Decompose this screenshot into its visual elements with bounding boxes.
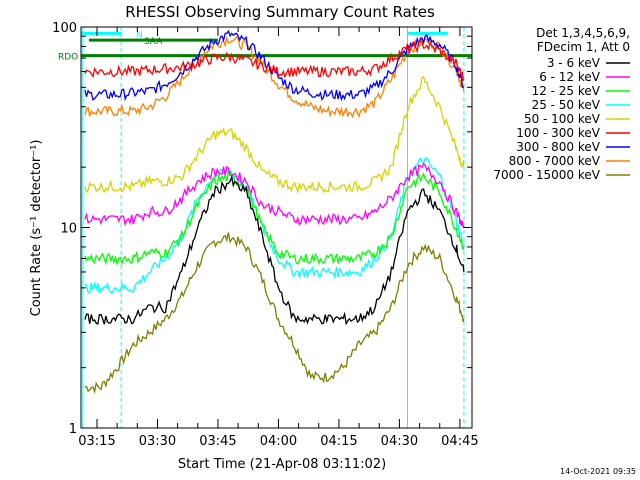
series-lines xyxy=(84,29,465,395)
legend-label: 50 - 100 keV xyxy=(524,112,601,126)
legend-label: 800 - 7000 keV xyxy=(509,154,601,168)
legend-label: 12 - 25 keV xyxy=(532,84,601,98)
info-line: FDecim 1, Att 0 xyxy=(537,40,630,54)
chart-title: RHESSI Observing Summary Count Rates xyxy=(125,3,435,21)
axes: 1 10 100 03:15 03:30 03:45 04:00 04:15 04:30 04:4… xyxy=(52,21,478,449)
x-tick-label: 03:15 xyxy=(78,434,115,449)
series-line xyxy=(84,175,465,326)
series-line xyxy=(84,76,465,195)
legend-label: 7000 - 15000 keV xyxy=(493,168,600,182)
legend-label: 25 - 50 keV xyxy=(532,98,601,112)
x-tick-label: 04:45 xyxy=(441,434,478,449)
x-axis-label: Start Time (21-Apr-08 03:11:02) xyxy=(178,457,386,472)
legend-label: 3 - 6 keV xyxy=(547,56,601,70)
info-line: Det 1,3,4,5,6,9, xyxy=(536,26,630,40)
legend: Det 1,3,4,5,6,9,FDecim 1, Att 0 3 - 6 keV… xyxy=(493,26,630,182)
series-line xyxy=(84,162,465,228)
y-tick-label: 10 xyxy=(60,222,77,237)
legend-label: 300 - 800 keV xyxy=(516,140,600,154)
timestamp: 14-Oct-2021 09:35 xyxy=(560,467,636,476)
flag-label-n: N xyxy=(136,30,143,40)
x-tick-label: 03:45 xyxy=(199,434,236,449)
x-tick-label: 04:00 xyxy=(260,434,297,449)
flag-label-rdo: RDO xyxy=(58,53,78,63)
plot-frame xyxy=(80,26,473,429)
x-tick-label: 04:15 xyxy=(320,434,357,449)
flag-label-saa: SAA xyxy=(144,37,163,47)
series-line xyxy=(84,35,465,119)
series-line xyxy=(84,232,465,395)
y-axis-label: Count Rate (s⁻¹ detector⁻¹) xyxy=(29,140,44,317)
series-line xyxy=(84,170,465,266)
x-tick-label: 03:30 xyxy=(139,434,176,449)
x-tick-label: 04:30 xyxy=(381,434,418,449)
legend-label: 6 - 12 keV xyxy=(539,70,601,84)
legend-label: 100 - 300 keV xyxy=(516,126,600,140)
series-line xyxy=(84,40,465,82)
y-tick-label: 100 xyxy=(52,21,77,36)
y-tick-label: 1 xyxy=(69,422,77,437)
